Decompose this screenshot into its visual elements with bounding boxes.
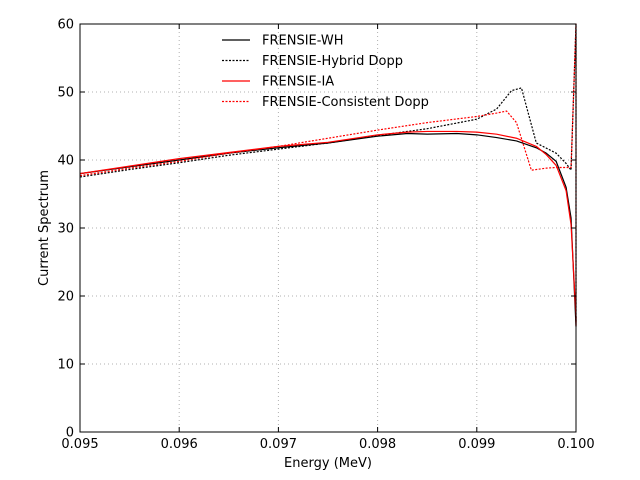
y-tick-label: 10 <box>57 358 74 373</box>
series-layer <box>79 23 577 328</box>
series-line-frensie-consistent-dopp <box>79 23 577 327</box>
y-tick-label: 60 <box>57 18 74 33</box>
x-tick-label: 0.095 <box>61 437 98 452</box>
legend: FRENSIE-WH FRENSIE-Hybrid Dopp FRENSIE-IA F… <box>222 34 429 110</box>
y-tick-label: 20 <box>57 290 74 305</box>
x-tick-label: 0.100 <box>557 437 594 452</box>
x-axis-label: Energy (MeV) <box>284 456 372 471</box>
ticks <box>79 23 577 433</box>
x-tick-label: 0.099 <box>458 437 495 452</box>
y-axis-label: Current Spectrum <box>37 170 52 286</box>
legend-label-frensie-wh: FRENSIE-WH <box>262 34 344 49</box>
legend-label-frensie-consistent-dopp: FRENSIE-Consistent Dopp <box>262 95 429 110</box>
y-tick-label: 0 <box>66 426 74 441</box>
x-tick-label: 0.097 <box>260 437 297 452</box>
x-tick-label: 0.098 <box>359 437 396 452</box>
y-tick-label: 40 <box>57 154 74 169</box>
y-tick-label: 30 <box>57 222 74 237</box>
legend-label-frensie-hybrid-dopp: FRENSIE-Hybrid Dopp <box>262 54 403 69</box>
legend-label-frensie-ia: FRENSIE-IA <box>262 75 334 90</box>
tick-labels: 0.095 0.096 0.097 0.098 0.099 0.100 0 10 20 30 40 5… <box>57 18 594 453</box>
x-tick-label: 0.096 <box>161 437 198 452</box>
y-tick-label: 50 <box>57 86 74 101</box>
